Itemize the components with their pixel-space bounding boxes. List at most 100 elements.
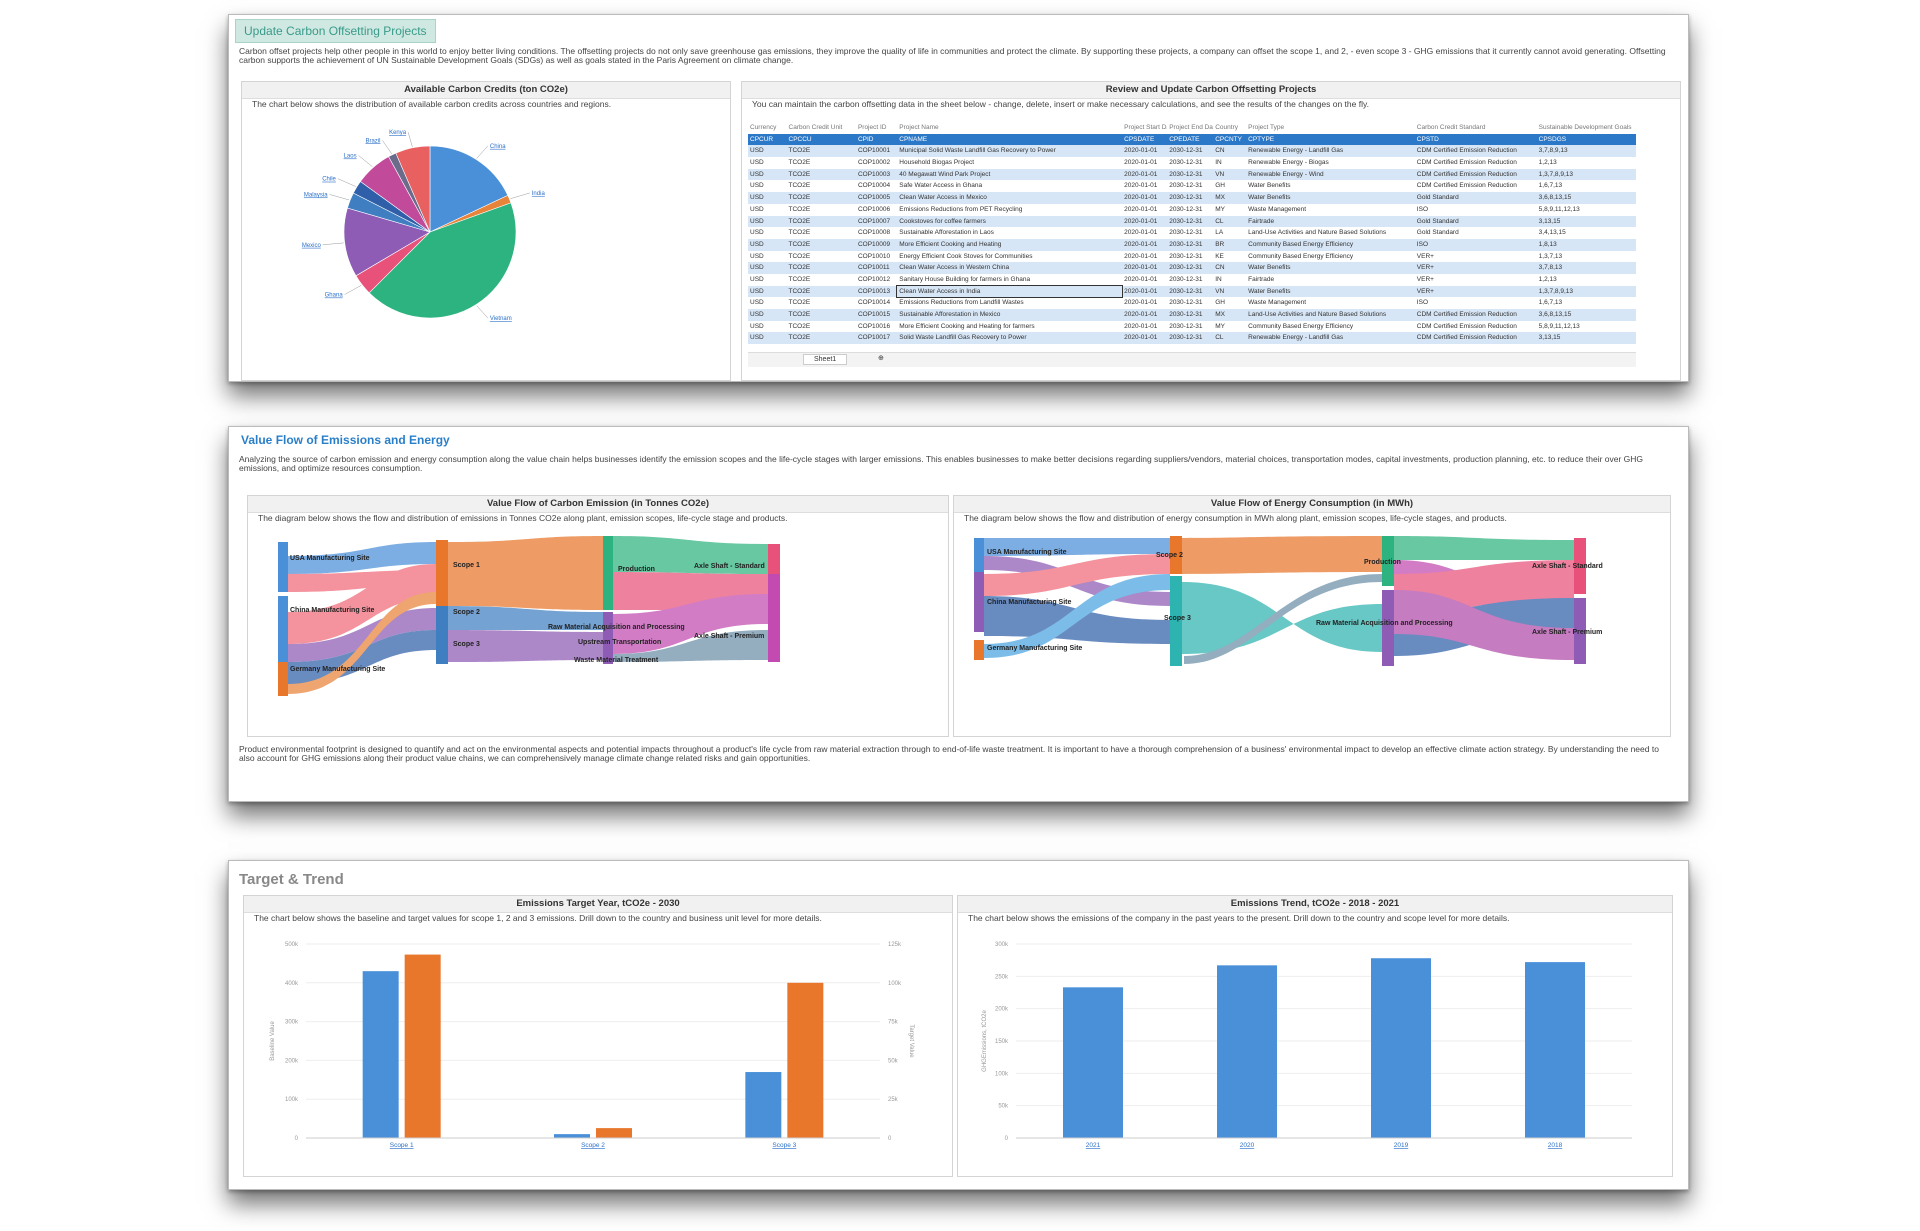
cell[interactable]: IN [1215,159,1222,167]
cell[interactable]: 2020-01-01 [1124,299,1158,307]
pie-slice-mexico[interactable] [343,207,431,277]
cell[interactable]: Country [1215,124,1238,131]
target-year-chart[interactable]: 0 100k 200k 300k 400k 500k 0 25k 50k 75k 100k 125k B… [244,936,952,1176]
pie-label-malaysia[interactable]: Malaysia [304,192,328,198]
cell[interactable]: 2020-01-01 [1124,334,1158,342]
cell[interactable]: 2020-01-01 [1124,240,1158,248]
cell[interactable]: ISO [1416,205,1428,213]
cell[interactable]: Sustainable Afforestation in Laos [899,229,994,237]
pie-label-vietnam[interactable]: Vietnam [490,316,512,322]
cell[interactable]: Fairtrade [1248,217,1275,225]
cell[interactable]: Water Benefits [1248,182,1291,190]
cell[interactable]: 1,2,13 [1538,275,1557,283]
x-tick-label[interactable]: 2019 [1394,1142,1409,1149]
cell[interactable]: Land-Use Activities and Nature Based Sol… [1248,311,1387,318]
cell[interactable]: 2020-01-01 [1124,229,1158,237]
cell[interactable]: Emissions Reductions from PET Recycling [899,205,1023,213]
cell[interactable]: MY [1215,205,1225,213]
cell[interactable]: GH [1215,299,1225,307]
x-tick-label[interactable]: Scope 1 [390,1142,414,1149]
cell[interactable]: TCO2E [788,287,811,295]
cell[interactable]: CPSDGS [1538,135,1567,143]
cell[interactable]: VER+ [1416,287,1434,295]
cell[interactable]: More Efficient Cooking and Heating [899,240,1002,248]
cell[interactable]: Waste Management [1248,299,1307,307]
cell[interactable]: VER+ [1416,252,1434,260]
cell[interactable]: 2030-12-31 [1169,182,1203,190]
cell[interactable]: 2030-12-31 [1169,334,1203,342]
cell[interactable]: COP10011 [857,264,890,272]
bar-scope-3-0[interactable] [745,1072,782,1138]
cell[interactable]: USD [750,205,764,213]
cell[interactable]: 2030-12-31 [1169,264,1203,272]
node-germany[interactable] [278,662,288,696]
cell[interactable]: 1,6,7,13 [1538,182,1563,190]
cell[interactable]: TCO2E [788,264,811,272]
cell[interactable]: Sanitary House Building for farmers in G… [899,275,1031,283]
cell[interactable]: TCO2E [788,252,811,260]
cell[interactable]: COP10009 [857,240,891,248]
cell[interactable]: MY [1215,322,1225,330]
cell[interactable]: USD [750,334,764,342]
cell[interactable]: CDM Certified Emission Reduction [1416,170,1517,178]
cell[interactable]: 1,3,7,8,9,13 [1538,287,1573,295]
cell[interactable]: 3,6,8,13,15 [1538,311,1572,318]
cell[interactable]: CPTYPE [1248,135,1275,143]
cell[interactable]: VN [1215,170,1225,178]
cell[interactable]: CL [1215,334,1224,342]
cell[interactable]: TCO2E [788,240,811,248]
cell[interactable]: 2020-01-01 [1124,147,1158,155]
cell[interactable]: IN [1215,275,1222,283]
cell[interactable]: Renewable Energy - Wind [1248,170,1324,178]
cell[interactable]: TCO2E [788,170,811,178]
cell[interactable]: 3,6,8,13,15 [1538,194,1572,202]
table-row[interactable]: USD TCO2E COP10004 Safe Water Access in Gha… [748,180,1636,192]
node-raw-material[interactable] [603,612,613,664]
cell[interactable]: More Efficient Cooking and Heating for f… [899,322,1035,330]
cell[interactable]: 1,2,13 [1538,159,1557,167]
sheet-key-row[interactable]: CPCUR CPCCU CPID CPNAME CPSDATE CPEDATE CPCNTY… [748,133,1636,146]
cell[interactable]: Municipal Solid Waste Landfill Gas Recov… [899,147,1056,155]
cell[interactable]: TCO2E [788,229,811,237]
cell[interactable]: Sustainable Afforestation in Mexico [899,311,1001,318]
cell[interactable]: 3,4,13,15 [1538,229,1566,237]
cell[interactable]: USD [750,311,764,318]
table-row[interactable]: USD TCO2E COP10011 Clean Water Access in We… [748,262,1636,274]
node-raw-material[interactable] [1382,590,1394,666]
cell[interactable]: Clean Water Access in India [896,284,1124,299]
cell[interactable]: COP10006 [857,205,891,213]
bar-scope-1-0[interactable] [362,971,399,1138]
cell[interactable]: LA [1215,229,1224,237]
bar-scope-2-1[interactable] [596,1128,632,1138]
cell[interactable]: 2030-12-31 [1169,322,1203,330]
cell[interactable]: Land-Use Activities and Nature Based Sol… [1248,229,1387,237]
cell[interactable]: Renewable Energy - Landfill Gas [1248,147,1344,155]
cell[interactable]: 5,8,9,11,12,13 [1538,205,1580,213]
x-tick-label[interactable]: 2018 [1548,1142,1563,1149]
table-row[interactable]: USD TCO2E COP10010 Energy Efficient Cook St… [748,251,1636,263]
x-tick-label[interactable]: Scope 2 [581,1142,605,1149]
pie-label-laos[interactable]: Laos [344,153,357,159]
cell[interactable]: CDM Certified Emission Reduction [1416,311,1517,318]
cell[interactable]: Project ID [857,124,887,131]
cell[interactable]: BR [1215,240,1225,248]
cell[interactable]: Project Name [899,124,939,131]
cell[interactable]: 2030-12-31 [1169,205,1203,213]
cell[interactable]: TCO2E [788,194,811,202]
cell[interactable]: 2020-01-01 [1124,159,1158,167]
pie-label-chile[interactable]: Chile [322,177,336,183]
cell[interactable]: COP10003 [857,170,891,178]
cell[interactable]: 1,3,7,8,9,13 [1538,170,1573,178]
cell[interactable]: COP10002 [857,159,891,167]
table-row[interactable]: USD TCO2E COP10013 Clean Water Access in In… [748,284,1636,299]
node-production[interactable] [1382,536,1394,586]
cell[interactable]: 2030-12-31 [1169,311,1203,318]
node-usa[interactable] [278,542,288,592]
cell[interactable]: Cookstoves for coffee farmers [899,217,986,225]
cell[interactable]: 2030-12-31 [1169,299,1203,307]
cell[interactable]: Fairtrade [1248,275,1275,283]
cell[interactable]: Gold Standard [1416,194,1459,202]
cell[interactable]: COP10012 [857,275,891,283]
bar-scope-2-0[interactable] [554,1134,590,1138]
cell[interactable]: 2030-12-31 [1169,194,1203,202]
